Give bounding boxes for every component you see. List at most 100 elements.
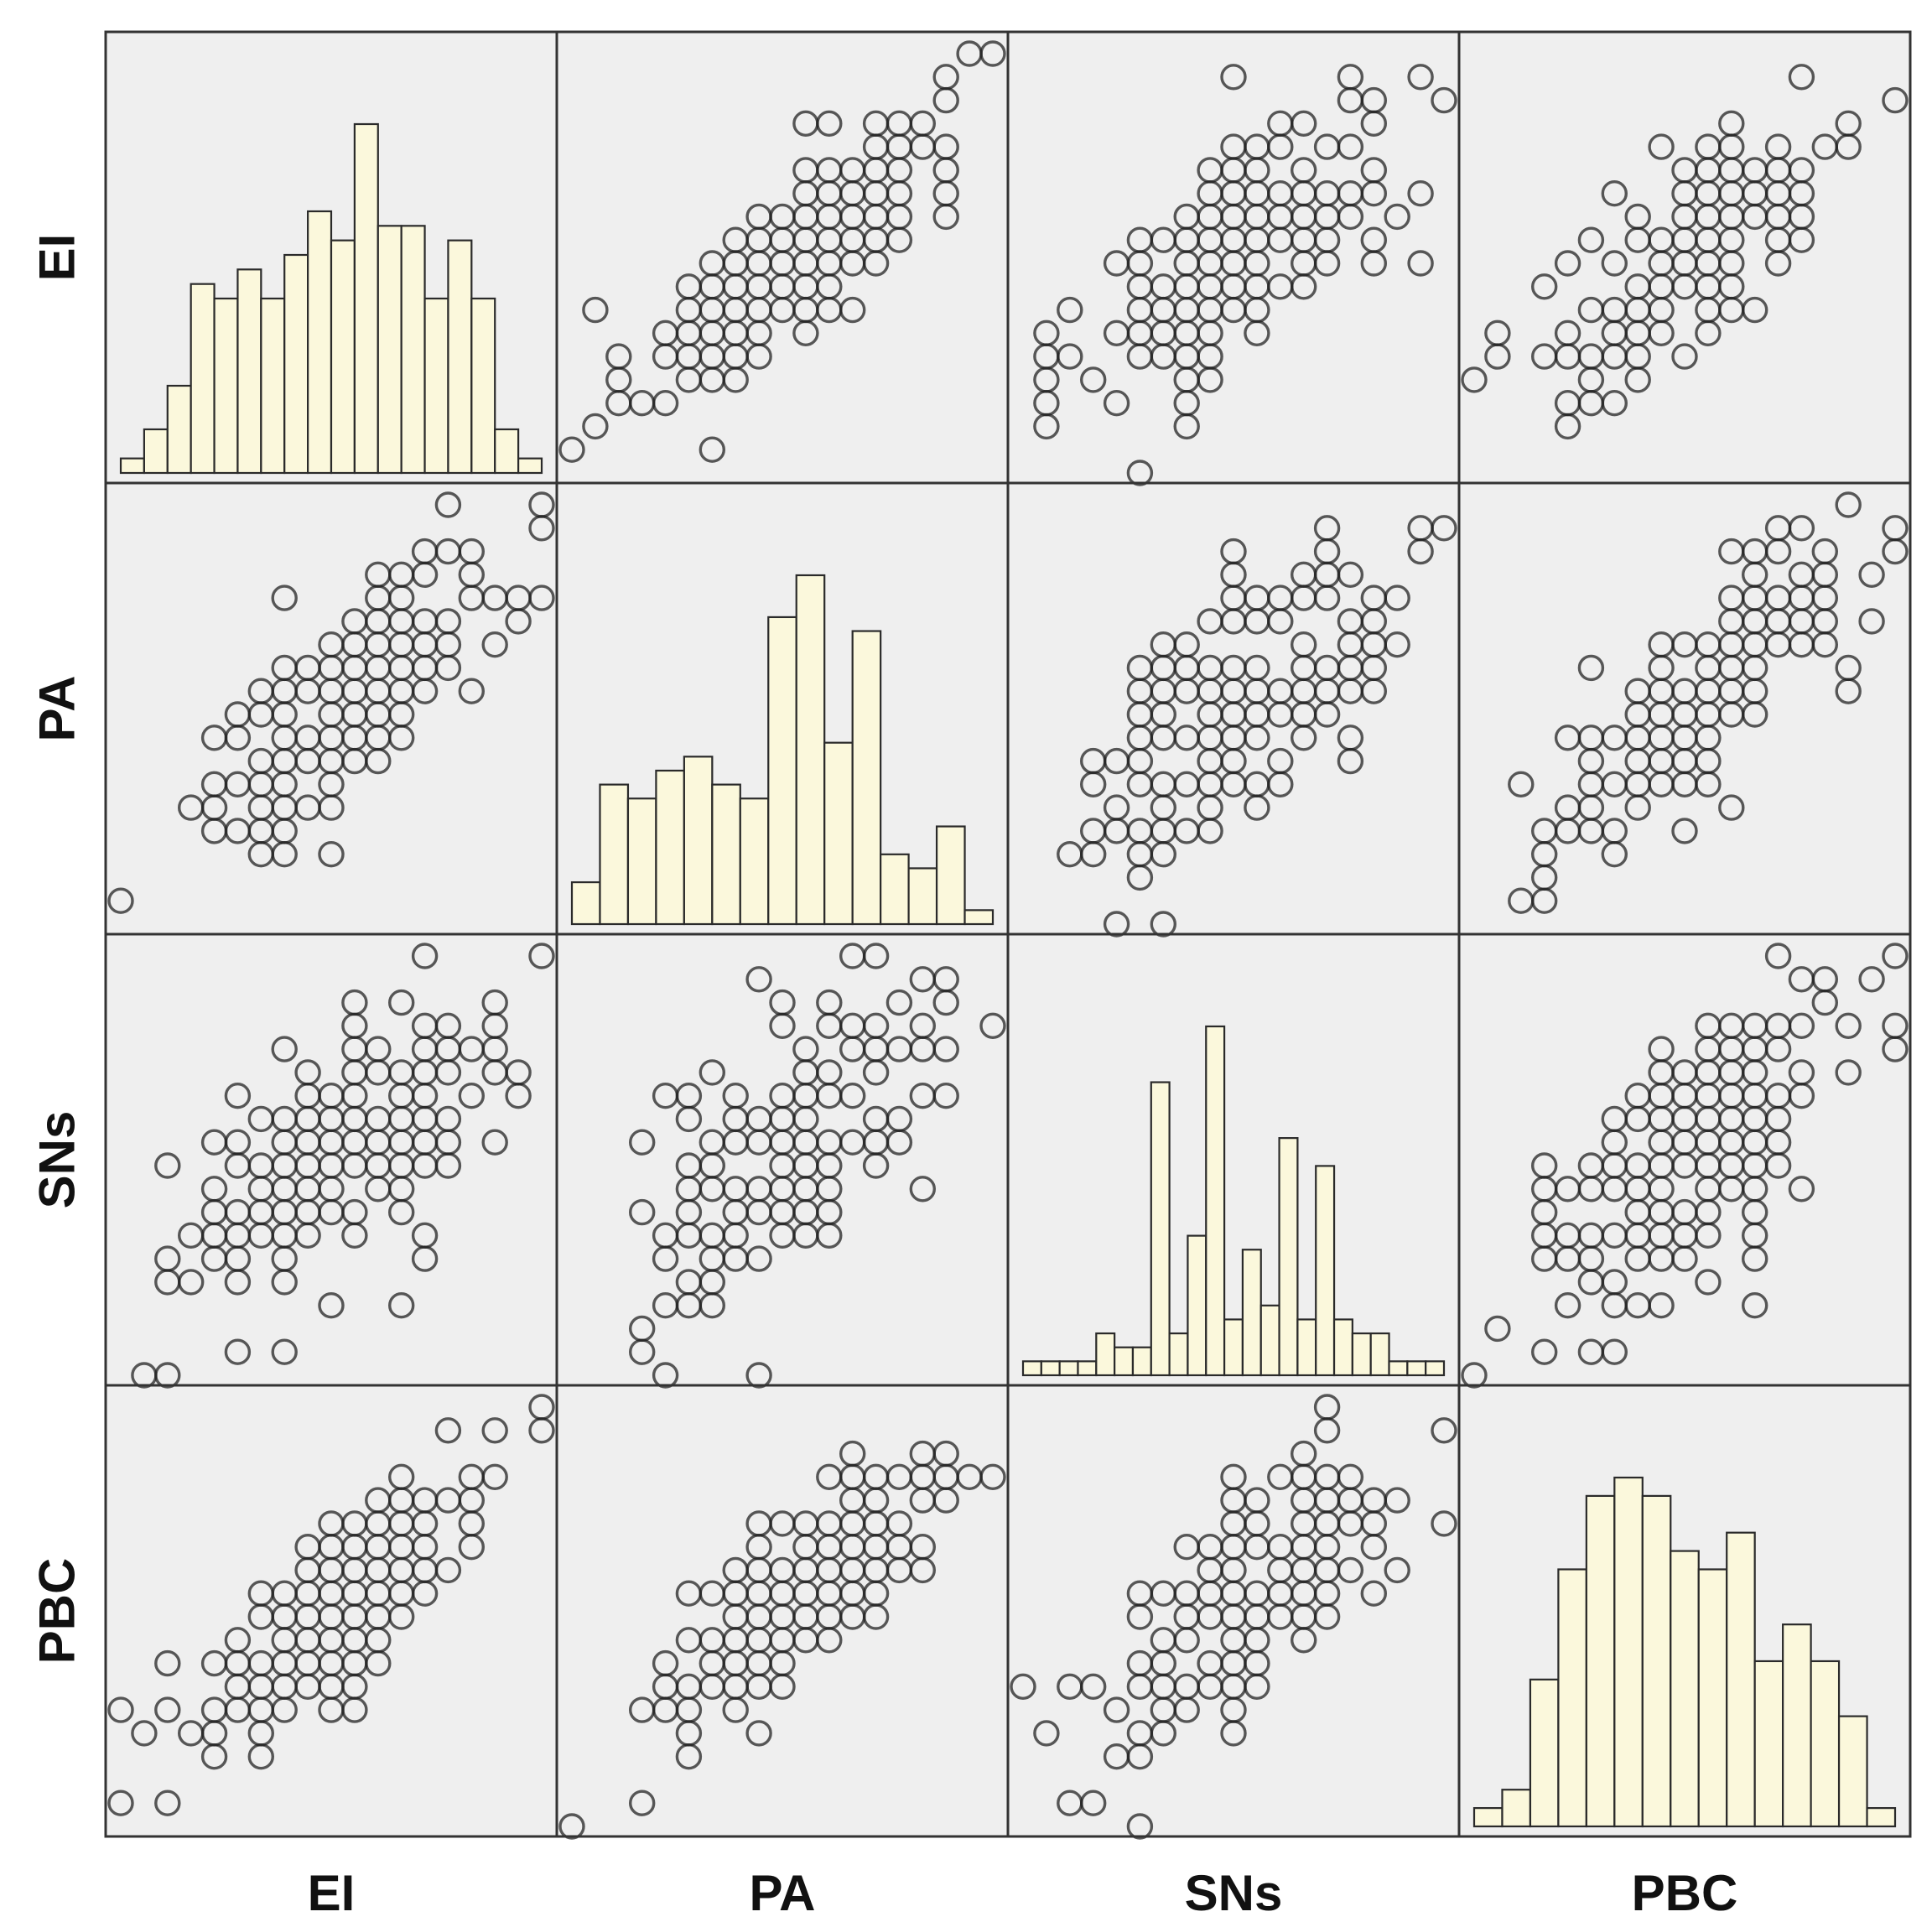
point-SNs-PBC-75 <box>1741 1152 1768 1179</box>
point-PBC-EI-68 <box>434 1556 462 1584</box>
point-EI-SNs-94 <box>1197 366 1223 393</box>
point-EI-PBC-42 <box>1601 250 1628 277</box>
point-EI-PBC-72 <box>1484 343 1511 370</box>
histogram-bar-PA-15 <box>963 909 995 926</box>
histogram-bar-EI-3 <box>166 384 192 475</box>
histogram-bar-PBC-12 <box>1782 1623 1812 1828</box>
point-EI-PBC-67 <box>1718 157 1745 184</box>
point-SNs-PA-92 <box>816 1012 843 1040</box>
point-SNs-PBC-101 <box>1648 1036 1675 1062</box>
point-SNs-PBC-76 <box>1882 943 1909 969</box>
point-SNs-PA-27 <box>769 989 796 1016</box>
point-PBC-SNs-32 <box>1126 1673 1154 1701</box>
column-label-PA: PA <box>750 1865 816 1921</box>
point-EI-PBC-37 <box>1601 296 1628 324</box>
point-PA-SNs-82 <box>1337 725 1364 751</box>
point-PA-EI-46 <box>528 491 555 518</box>
point-PBC-SNs-66 <box>1360 1533 1388 1561</box>
point-PA-SNs-86 <box>1126 654 1154 682</box>
point-PA-PBC-79 <box>1577 818 1605 844</box>
point-PBC-EI-56 <box>107 1790 134 1816</box>
point-PBC-SNs-61 <box>1150 1580 1177 1607</box>
point-PA-EI-55 <box>247 747 274 775</box>
histogram-bar-SNs-4 <box>1077 1360 1098 1377</box>
point-EI-PBC-41 <box>1741 203 1768 231</box>
point-EI-PBC-43 <box>1554 319 1581 346</box>
histogram-bar-EI-4 <box>190 283 216 475</box>
point-PA-SNs-80 <box>1220 771 1247 797</box>
point-PA-EI-84 <box>528 584 555 611</box>
point-EI-SNs-82 <box>1103 390 1130 417</box>
point-PBC-PA-54 <box>699 1673 725 1701</box>
point-PBC-EI-76 <box>247 1649 274 1677</box>
point-SNs-EI-89 <box>481 1036 508 1062</box>
point-PA-SNs-73 <box>1337 631 1364 658</box>
point-SNs-PA-75 <box>722 1198 749 1226</box>
point-EI-PA-82 <box>699 319 725 346</box>
point-SNs-EI-54 <box>411 1222 439 1249</box>
point-EI-SNs-43 <box>1057 296 1083 324</box>
point-PA-PBC-80 <box>1741 584 1768 611</box>
point-SNs-PA-55 <box>629 1129 656 1156</box>
point-SNs-PBC-83 <box>1601 1176 1628 1203</box>
point-PA-PBC-84 <box>1764 631 1792 658</box>
point-PBC-SNs-73 <box>1173 1533 1200 1561</box>
point-PBC-EI-78 <box>318 1649 345 1677</box>
histogram-bar-SNs-10 <box>1187 1234 1208 1377</box>
point-PA-PBC-61 <box>1530 864 1558 891</box>
point-SNs-PA-9 <box>699 1059 725 1086</box>
point-PBC-SNs-58 <box>1173 1696 1200 1723</box>
point-SNs-PA-16 <box>629 1338 656 1365</box>
point-PBC-EI-82 <box>388 1603 415 1630</box>
point-PBC-PA-59 <box>769 1673 796 1701</box>
point-PBC-SNs-54 <box>1244 1510 1270 1537</box>
point-EI-PA-86 <box>909 133 937 160</box>
point-SNs-PA-80 <box>745 1362 772 1389</box>
point-PBC-PA-34 <box>745 1720 772 1747</box>
point-PBC-SNs-59 <box>1290 1510 1317 1537</box>
point-PBC-PA-75 <box>816 1510 843 1537</box>
point-EI-SNs-14 <box>1360 110 1388 138</box>
histogram-bar-PA-1 <box>570 880 601 926</box>
point-PA-EI-87 <box>434 538 462 565</box>
point-PBC-EI-73 <box>388 1463 415 1491</box>
point-PBC-SNs-70 <box>1010 1673 1036 1701</box>
histogram-bar-EI-12 <box>377 225 402 475</box>
point-EI-SNs-80 <box>1407 64 1434 91</box>
point-EI-PBC-44 <box>1624 273 1651 300</box>
point-PA-EI-73 <box>481 631 508 658</box>
row-label-EI: EI <box>29 234 86 282</box>
point-PA-EI-74 <box>294 654 321 682</box>
histogram-bar-EI-10 <box>330 239 356 475</box>
histogram-bar-SNs-3 <box>1058 1360 1079 1377</box>
point-SNs-EI-83 <box>434 1036 462 1062</box>
point-EI-PBC-66 <box>1764 250 1792 277</box>
histogram-bar-SNs-5 <box>1095 1332 1116 1377</box>
point-EI-SNs-91 <box>1150 343 1177 370</box>
point-SNs-PA-71 <box>652 1362 679 1389</box>
point-SNs-EI-100 <box>341 1036 368 1062</box>
point-PA-SNs-84 <box>1290 561 1317 588</box>
point-EI-PBC-71 <box>1530 343 1558 370</box>
point-SNs-EI-36 <box>224 1338 252 1365</box>
point-PBC-EI-29 <box>131 1720 158 1747</box>
point-PA-EI-81 <box>388 584 415 611</box>
point-PA-EI-85 <box>200 818 228 844</box>
panel-PA-PBC <box>1459 483 1910 934</box>
point-EI-SNs-78 <box>1126 296 1154 324</box>
histogram-bar-PBC-6 <box>1613 1476 1644 1828</box>
point-SNs-EI-95 <box>131 1362 158 1389</box>
histogram-bar-EI-2 <box>143 428 169 475</box>
point-PA-EI-41 <box>318 841 345 868</box>
histogram-bar-SNs-2 <box>1040 1360 1061 1377</box>
point-EI-PA-45 <box>652 390 679 417</box>
point-PBC-SNs-81 <box>1150 1627 1177 1654</box>
point-SNs-PBC-95 <box>1484 1315 1511 1343</box>
histogram-bar-PA-4 <box>655 769 685 926</box>
point-EI-SNs-29 <box>1384 203 1410 231</box>
histogram-bar-SNs-1 <box>1021 1360 1042 1377</box>
point-PBC-SNs-64 <box>1313 1603 1341 1630</box>
point-SNs-EI-88 <box>505 1082 532 1109</box>
point-SNs-PA-26 <box>629 1198 656 1226</box>
